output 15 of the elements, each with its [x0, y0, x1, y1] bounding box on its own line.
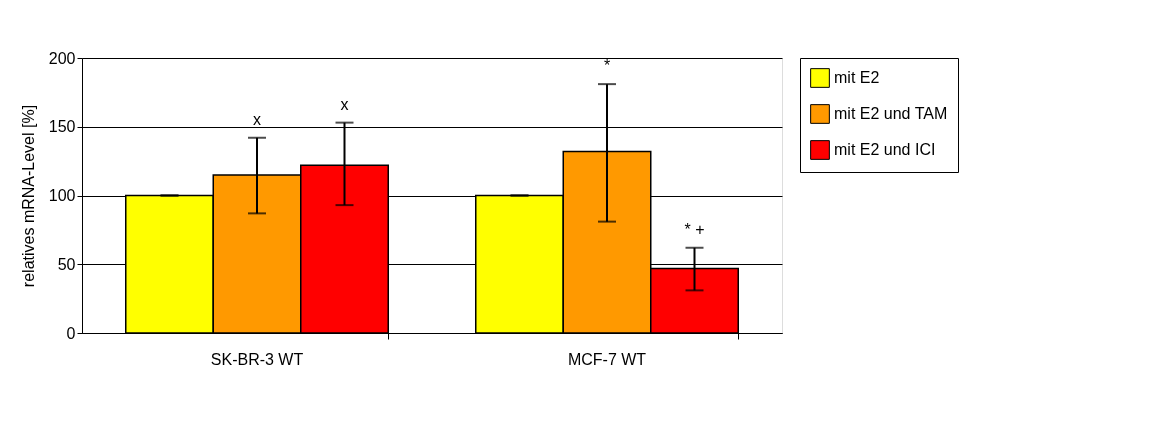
annotation: x: [340, 95, 349, 113]
legend-label: mit E2: [834, 69, 880, 86]
y-axis-title: relatives mRNA-Level [%]: [19, 104, 37, 288]
y-tick-label: 50: [57, 255, 76, 273]
legend-label: mit E2 und TAM: [834, 105, 948, 122]
annotation: * +: [684, 220, 705, 238]
y-tick-label: 150: [48, 118, 76, 136]
annotation: x: [253, 110, 261, 128]
x-tick-label: MCF-7 WT: [567, 350, 647, 368]
x-tick-label: SK-BR-3 WT: [210, 350, 304, 368]
y-tick-label: 100: [48, 187, 76, 204]
y-tick-label: 0: [66, 324, 76, 342]
legend-label: mit E2 und ICI: [834, 141, 936, 158]
annotation: *: [603, 57, 611, 75]
y-tick-label: 200: [48, 49, 76, 67]
